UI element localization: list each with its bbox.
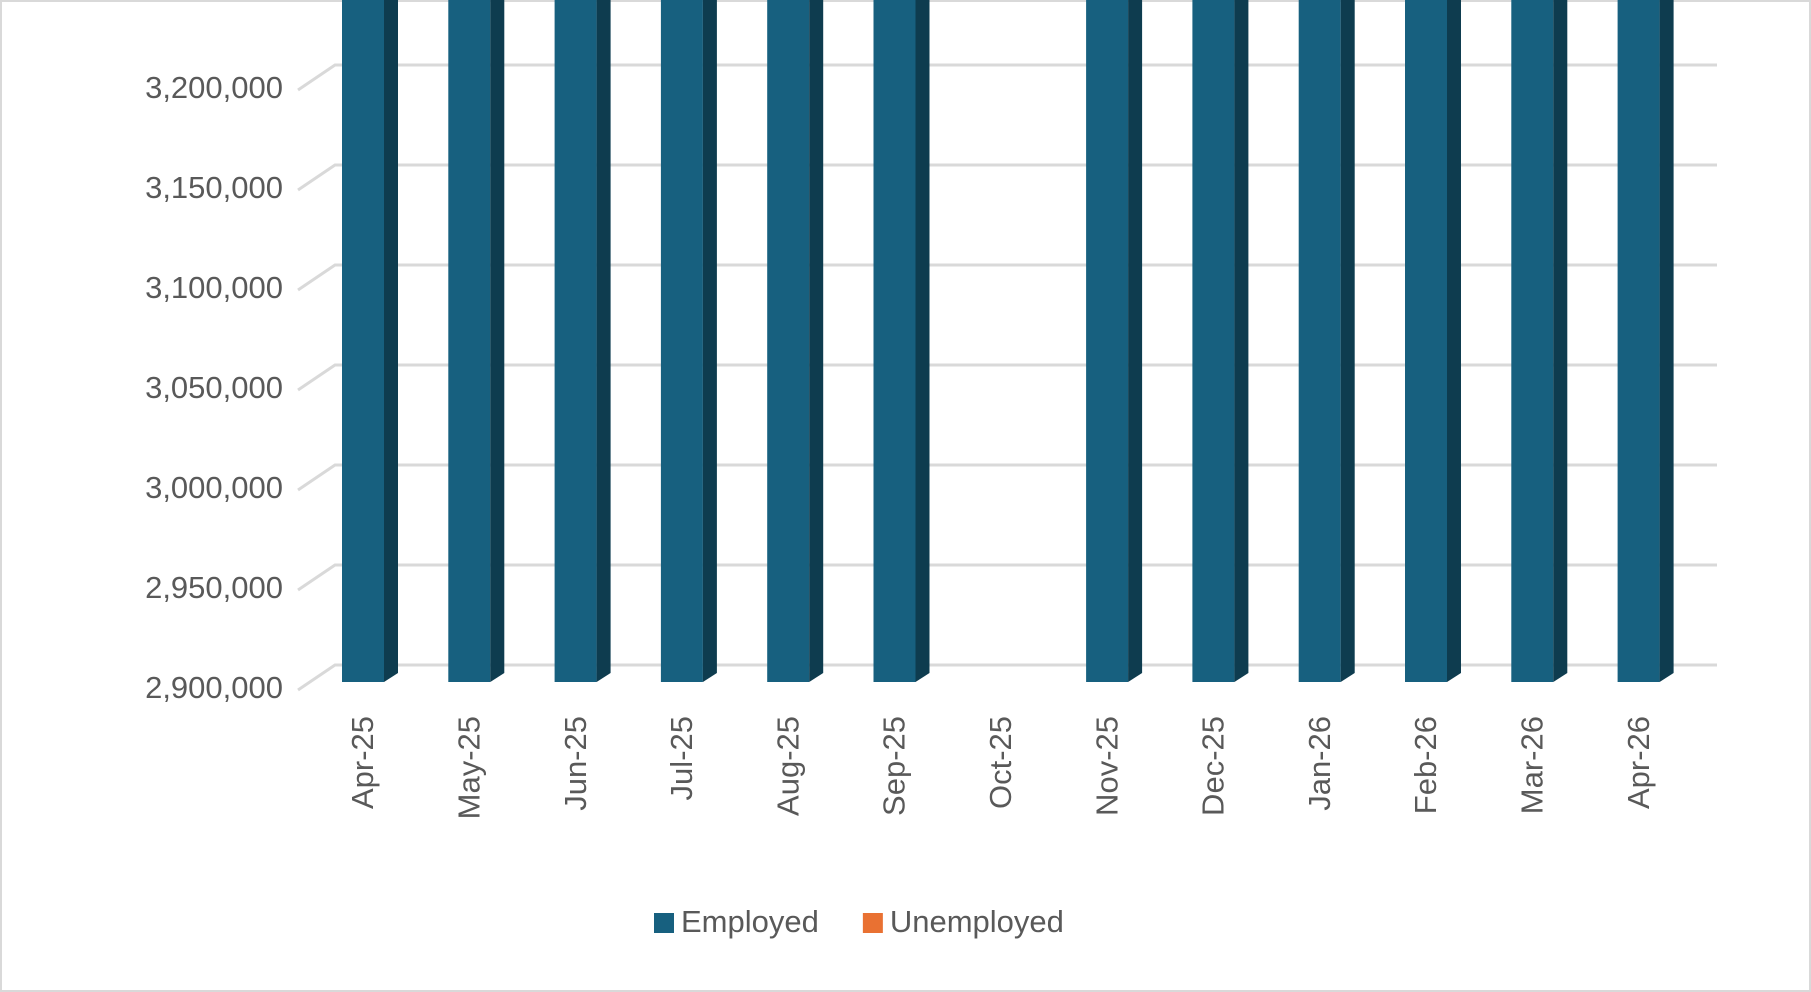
y-tick-label: 3,050,000 [145, 370, 283, 405]
y-tick-label: 3,200,000 [145, 70, 283, 105]
bar [1405, 0, 1461, 682]
x-tick-label: Feb-26 [1408, 716, 1443, 814]
bar-side [915, 0, 930, 682]
y-tick-label: 3,000,000 [145, 470, 283, 505]
bar-side [1340, 0, 1355, 682]
bar-front [1192, 0, 1235, 682]
bar-front [448, 0, 491, 682]
bar [1617, 0, 1674, 682]
bar [1298, 0, 1355, 682]
legend-label: Unemployed [890, 904, 1064, 939]
x-tick-label: Nov-25 [1089, 716, 1124, 816]
bar-front [873, 0, 916, 682]
legend-swatch [862, 913, 883, 933]
y-tick-label: 2,950,000 [145, 570, 283, 605]
y-tick-label: 3,150,000 [145, 170, 283, 205]
bar-side [1128, 0, 1143, 682]
bar-side [1234, 0, 1249, 682]
bar-front [1298, 0, 1341, 682]
bar [1192, 0, 1249, 682]
bar-front [1405, 0, 1447, 682]
bar-side [596, 0, 611, 682]
bar-side [384, 0, 398, 682]
bar-front [1086, 0, 1129, 682]
y-tick-label: 2,900,000 [145, 670, 283, 705]
legend-label: Employed [681, 904, 819, 939]
bar-front [1511, 0, 1554, 682]
bar-side [1659, 0, 1674, 682]
legend-swatch [654, 913, 674, 933]
x-tick-label: Jan-26 [1302, 716, 1337, 811]
x-tick-label: May-25 [451, 716, 486, 819]
bar-side [702, 0, 717, 682]
bar-front [1617, 0, 1660, 682]
bar-front [342, 0, 384, 682]
x-tick-label: Apr-25 [345, 716, 380, 809]
x-tick-label: Aug-25 [770, 716, 805, 816]
grid-line [297, 263, 1717, 292]
bar [1511, 0, 1568, 682]
y-tick-label: 3,100,000 [145, 270, 283, 305]
x-tick-label: Apr-26 [1621, 716, 1656, 809]
bar [660, 0, 717, 682]
bar-side [490, 0, 505, 682]
grid-line [297, 63, 1717, 92]
grid-line [297, 163, 1717, 192]
bar-front [554, 0, 597, 682]
bar [767, 0, 824, 682]
bar [1086, 0, 1143, 682]
bar-front [767, 0, 810, 682]
x-tick-label: Sep-25 [877, 716, 912, 816]
x-tick-label: Dec-25 [1196, 716, 1231, 816]
bar-side [809, 0, 824, 682]
grid-line [297, 463, 1717, 492]
x-tick-label: Oct-25 [983, 716, 1018, 809]
bar [342, 0, 398, 682]
x-tick-label: Jun-25 [558, 716, 593, 811]
bar [554, 0, 611, 682]
bar [448, 0, 505, 682]
bar-front [660, 0, 703, 682]
grid-line [297, 363, 1717, 392]
grid-line [297, 563, 1717, 592]
bar-side [1447, 0, 1461, 682]
bar [873, 0, 930, 682]
x-tick-label: Jul-25 [664, 716, 699, 800]
x-tick-label: Mar-26 [1514, 716, 1549, 814]
grid-line [297, 663, 1717, 692]
bar-side [1553, 0, 1568, 682]
